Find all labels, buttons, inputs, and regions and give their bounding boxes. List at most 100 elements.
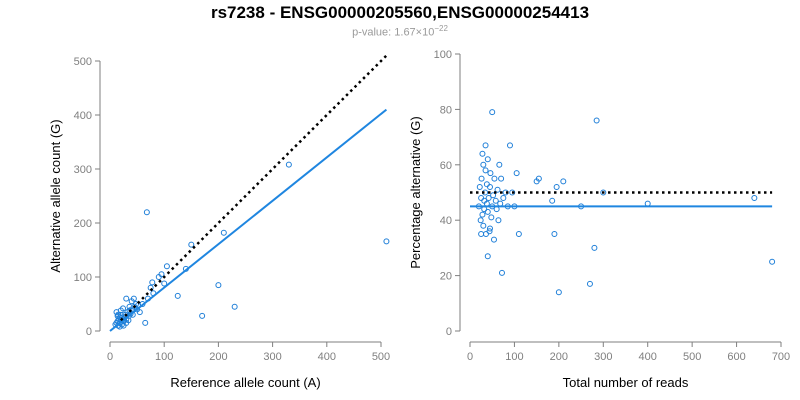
data-point [479, 150, 486, 157]
y-tick-label: 500 [74, 56, 92, 68]
x-tick-label: 0 [107, 351, 113, 363]
data-point [142, 319, 149, 326]
data-point [485, 195, 492, 202]
data-point [498, 269, 505, 276]
data-point [494, 186, 501, 193]
y-tick-label: 60 [440, 160, 452, 172]
x-tick-label: 300 [263, 351, 281, 363]
y-tick-label: 80 [440, 104, 452, 116]
allele-count-scatter: 0 100 200 300 400 500 0 100 200 300 400 500 Referenc… [48, 54, 390, 390]
data-point [553, 183, 560, 190]
y-axis-label: Percentage alternative (G) [408, 116, 423, 268]
y-axis-label: Alternative allele count (G) [48, 119, 63, 272]
data-point [490, 192, 497, 199]
data-point [478, 195, 485, 202]
x-tick-label: 500 [683, 351, 701, 363]
x-axis-label: Reference allele count (A) [170, 375, 320, 390]
data-point [476, 183, 483, 190]
data-point [126, 303, 133, 310]
y-tick-label: 20 [440, 271, 452, 283]
percentage-alternative-scatter: 0 100 200 300 400 500 600 700 0 20 40 60 80 100 Total … [408, 49, 790, 390]
data-point [549, 197, 556, 204]
data-point [126, 307, 133, 314]
data-point [490, 236, 497, 243]
data-point [477, 217, 484, 224]
y-tick-label: 0 [446, 326, 452, 338]
y-tick-label: 200 [74, 218, 92, 230]
data-point [500, 195, 507, 202]
data-point [117, 311, 124, 318]
data-point [114, 312, 121, 319]
y-tick-label: 400 [74, 110, 92, 122]
regression-line [109, 108, 388, 332]
data-point [515, 231, 522, 238]
data-point [586, 280, 593, 287]
x-tick-label: 200 [209, 351, 227, 363]
data-point [491, 175, 498, 182]
x-tick-label: 400 [639, 351, 657, 363]
data-point [506, 142, 513, 149]
data-point [478, 231, 485, 238]
data-point [560, 178, 567, 185]
data-point [199, 312, 206, 319]
data-point [480, 161, 487, 168]
data-point [496, 161, 503, 168]
x-axis-label: Total number of reads [563, 375, 689, 390]
data-point [483, 181, 490, 188]
x-tick-label: 500 [372, 351, 390, 363]
expected-ratio-line [119, 54, 388, 322]
data-point [497, 200, 504, 207]
data-point [535, 175, 542, 182]
x-tick-label: 100 [155, 351, 173, 363]
data-point [488, 214, 495, 221]
y-tick-label: 100 [434, 49, 452, 61]
data-point [161, 280, 168, 287]
data-point [493, 206, 500, 213]
data-point [509, 189, 516, 196]
data-point [492, 197, 499, 204]
data-point [231, 303, 238, 310]
data-point [174, 292, 181, 299]
data-point [751, 195, 758, 202]
data-point [479, 211, 486, 218]
x-tick-label: 0 [467, 351, 473, 363]
p-value-label: p-value: 1.67×10 [352, 26, 435, 39]
data-point [480, 222, 487, 229]
data-point [593, 117, 600, 124]
x-tick-label: 600 [727, 351, 745, 363]
data-point [486, 183, 493, 190]
data-point [149, 279, 156, 286]
data-point [163, 263, 170, 270]
data-point [158, 271, 165, 278]
data-point [285, 161, 292, 168]
data-point [513, 170, 520, 177]
x-tick-label: 300 [594, 351, 612, 363]
data-point [644, 200, 651, 207]
y-tick-label: 300 [74, 164, 92, 176]
data-point [551, 231, 558, 238]
data-point [130, 295, 137, 302]
data-point [123, 295, 130, 302]
data-point [482, 142, 489, 149]
data-point [486, 225, 493, 232]
y-tick-label: 100 [74, 272, 92, 284]
x-tick-label: 700 [772, 351, 790, 363]
data-point [125, 317, 132, 324]
data-point [484, 156, 491, 163]
data-point [383, 238, 390, 245]
data-point [484, 208, 491, 215]
data-point [215, 282, 222, 289]
data-point [136, 309, 143, 316]
data-point [555, 289, 562, 296]
data-point [143, 209, 150, 216]
chart-title: rs7238 - ENSG00000205560,ENSG00000254413 [210, 3, 590, 22]
x-tick-label: 100 [505, 351, 523, 363]
x-tick-label: 200 [550, 351, 568, 363]
p-value-exponent: −22 [434, 24, 448, 33]
data-point [486, 228, 493, 235]
data-point [769, 258, 776, 265]
data-point [120, 305, 127, 312]
data-point [498, 175, 505, 182]
data-point [495, 217, 502, 224]
